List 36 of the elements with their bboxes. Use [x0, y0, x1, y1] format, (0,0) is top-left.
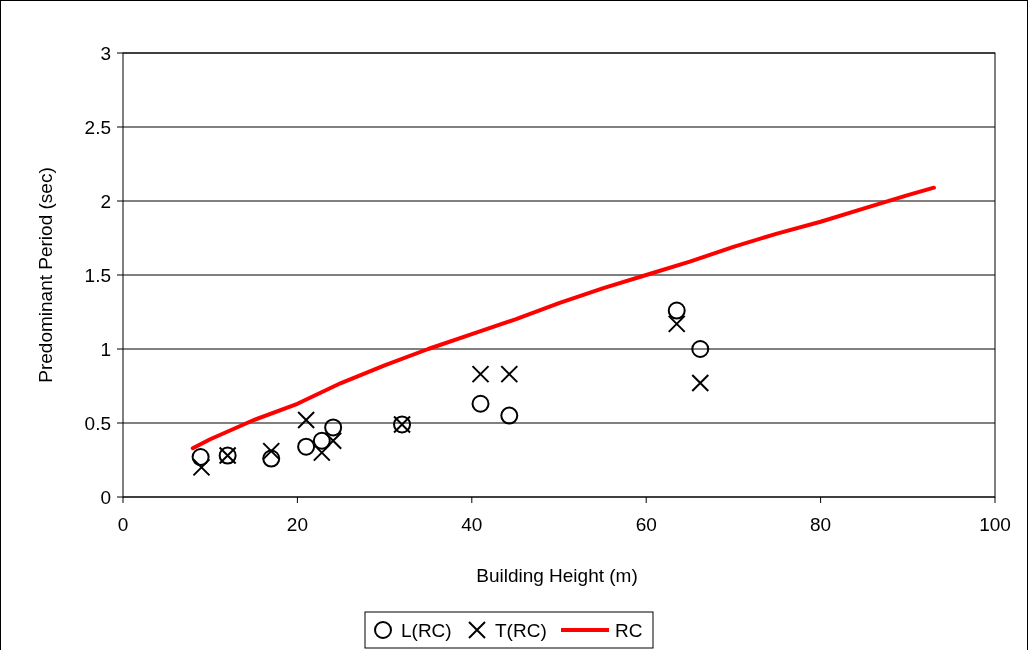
x-axis-title: Building Height (m) — [476, 565, 638, 586]
point — [191, 448, 210, 467]
y-tick-label: 2 — [100, 190, 111, 212]
point — [691, 374, 710, 393]
point — [324, 431, 343, 450]
legend-label: RC — [615, 619, 643, 641]
legend-label: T(RC) — [495, 619, 547, 641]
point — [471, 365, 490, 384]
point — [312, 431, 331, 450]
y-tick-label: 1.5 — [84, 264, 111, 286]
point — [667, 301, 686, 320]
x-tick-label: 80 — [810, 514, 832, 535]
x-tick-label: 100 — [979, 514, 1011, 535]
point — [324, 418, 343, 437]
point — [471, 394, 490, 413]
point — [312, 443, 331, 462]
y-tick-label: 3 — [100, 42, 111, 64]
point — [667, 314, 686, 333]
y-tick-label: 2.5 — [84, 116, 111, 138]
x-tick-label: 40 — [461, 514, 483, 535]
point — [262, 442, 281, 461]
point — [192, 458, 211, 477]
point — [297, 411, 316, 430]
x-tick-label: 0 — [117, 514, 129, 535]
y-tick-label: 1 — [100, 338, 111, 360]
point — [691, 340, 710, 358]
point — [500, 406, 519, 425]
x-tick-label: 60 — [635, 514, 657, 535]
point — [262, 449, 281, 468]
point — [297, 437, 316, 456]
x-tick-label: 20 — [286, 514, 308, 535]
legend-label: L(RC) — [401, 619, 452, 641]
y-tick-label: 0.5 — [84, 412, 111, 434]
point — [500, 365, 519, 384]
y-tick-label: 0 — [100, 486, 111, 508]
y-axis-title: Predominant Period (sec) — [35, 167, 56, 383]
